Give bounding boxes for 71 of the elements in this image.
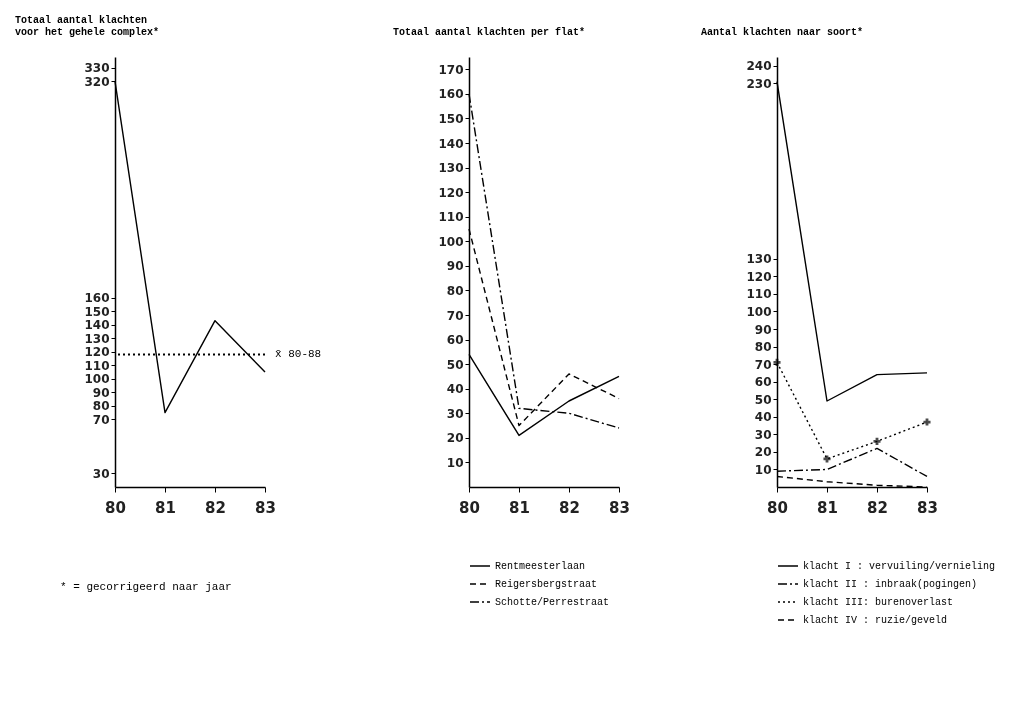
y-tick-label: 40 [754, 410, 772, 425]
y-tick-label: 80 [446, 283, 464, 298]
chart-title: Totaal aantal klachten per flat* [392, 27, 585, 38]
y-tick-label: 100 [84, 372, 110, 387]
y-tick-label: 10 [754, 462, 772, 477]
y-tick-label: 320 [84, 74, 110, 89]
y-tick-label: 80 [754, 340, 772, 355]
y-tick-label: 10 [446, 455, 464, 470]
y-tick-label: 100 [746, 304, 772, 319]
y-tick-label: 110 [84, 358, 110, 373]
y-tick-label: 70 [446, 308, 464, 323]
x-tick-label: 82 [205, 498, 226, 517]
x-tick-label: 83 [255, 498, 276, 517]
y-tick-label: 130 [438, 161, 464, 176]
y-tick-label: 150 [84, 304, 110, 319]
y-tick-label: 120 [746, 269, 772, 284]
y-tick-label: 20 [446, 431, 464, 446]
y-tick-label: 90 [446, 259, 464, 274]
y-tick-label: 160 [438, 87, 464, 102]
y-tick-label: 50 [754, 392, 772, 407]
y-tick-label: 80 [92, 399, 110, 414]
y-tick-label: 40 [446, 382, 464, 397]
x-tick-label: 82 [867, 498, 888, 517]
legend-label: klacht I : vervuiling/vernieling [803, 561, 996, 572]
x-tick-label: 82 [559, 498, 580, 517]
x-tick-label: 83 [609, 498, 630, 517]
y-tick-label: 170 [438, 62, 464, 77]
y-tick-label: 230 [746, 76, 772, 91]
y-tick-label: 70 [754, 357, 772, 372]
point [873, 437, 881, 445]
y-tick-label: 120 [84, 345, 110, 360]
x-tick-label: 83 [917, 498, 938, 517]
y-tick-label: 160 [84, 291, 110, 306]
legend-label: klacht III: burenoverlast [803, 597, 954, 608]
y-tick-label: 70 [92, 412, 110, 427]
x-tick-label: 81 [155, 498, 176, 517]
ref-line-label: x̄ 80-88 [275, 348, 322, 361]
x-tick-label: 80 [459, 498, 480, 517]
legend-label: Rentmeesterlaan [495, 561, 586, 572]
chart-title: Aantal klachten naar soort* [700, 27, 863, 38]
y-tick-label: 130 [746, 252, 772, 267]
y-tick-label: 120 [438, 185, 464, 200]
y-tick-label: 60 [446, 333, 464, 348]
legend-label: klacht IV : ruzie/geveld [803, 615, 948, 626]
point [773, 358, 781, 366]
x-tick-label: 81 [817, 498, 838, 517]
y-tick-label: 110 [438, 210, 464, 225]
x-tick-label: 80 [105, 498, 126, 517]
y-tick-label: 130 [84, 331, 110, 346]
y-tick-label: 20 [754, 445, 772, 460]
legend-label: klacht II : inbraak(pogingen) [803, 579, 978, 590]
y-tick-label: 90 [754, 322, 772, 337]
y-tick-label: 30 [754, 427, 772, 442]
y-tick-label: 30 [446, 406, 464, 421]
y-tick-label: 50 [446, 357, 464, 372]
y-tick-label: 100 [438, 234, 464, 249]
y-tick-label: 60 [754, 375, 772, 390]
x-tick-label: 81 [509, 498, 530, 517]
y-tick-label: 140 [84, 318, 110, 333]
y-tick-label: 240 [746, 59, 772, 74]
legend-label: Schotte/Perrestraat [495, 597, 610, 608]
x-tick-label: 80 [767, 498, 788, 517]
y-tick-label: 30 [92, 466, 110, 481]
y-tick-label: 110 [746, 287, 772, 302]
y-tick-label: 90 [92, 385, 110, 400]
legend-label: Reigersbergstraat [495, 579, 598, 590]
y-tick-label: 330 [84, 61, 110, 76]
y-tick-label: 140 [438, 136, 464, 151]
text: * = gecorrigeerd naar jaar [60, 581, 232, 593]
y-tick-label: 150 [438, 111, 464, 126]
chart-title: Totaal aantal klachten voor het gehele complex* [15, 15, 160, 38]
